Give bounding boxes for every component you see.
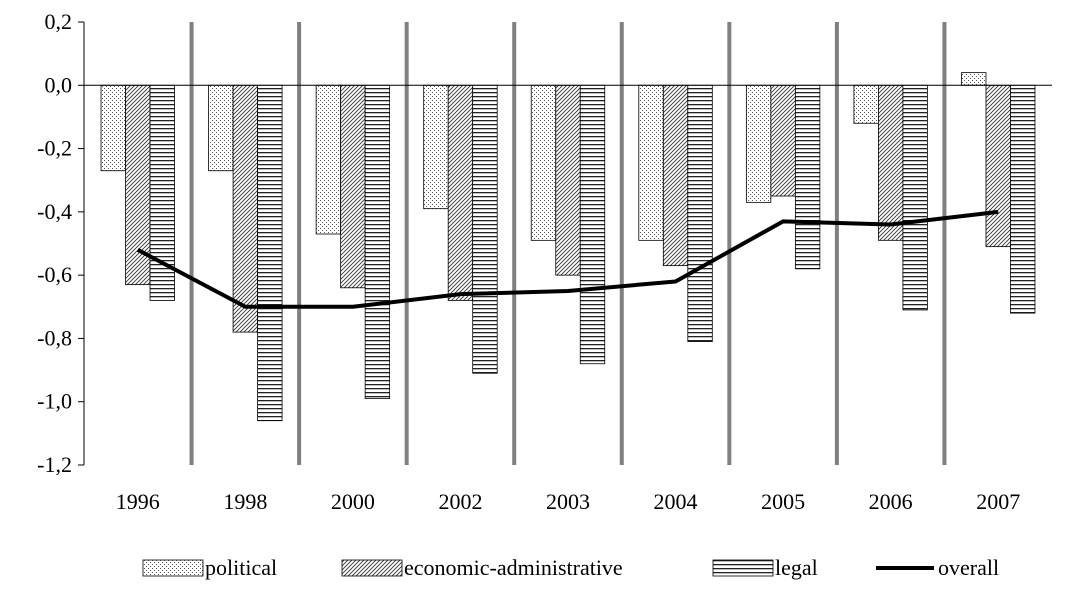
bar-economic-administrative-2004	[662, 84, 689, 267]
bar-economic-administrative-2003	[555, 84, 581, 276]
y-tick-label: -0,6	[37, 262, 72, 287]
y-tick-label: -0,8	[37, 325, 72, 350]
x-tick-label: 2003	[546, 489, 590, 514]
legend: political economic-administrative legal ove…	[142, 555, 999, 580]
bar-economic-administrative-2000	[340, 84, 366, 289]
bar-legal-2005	[794, 84, 821, 270]
bar-political-2004	[638, 84, 664, 241]
x-tick-label: 2007	[976, 489, 1020, 514]
y-tick-label: 0,0	[45, 72, 73, 97]
overall-line	[136, 209, 999, 309]
bar-political-2006	[853, 84, 879, 124]
legend-swatch-economic-administrative	[341, 559, 403, 577]
bars	[100, 72, 1036, 422]
bar-legal-2006	[902, 84, 928, 311]
legend-swatch-legal	[712, 559, 774, 577]
bar-economic-administrative-2006	[878, 84, 904, 241]
bar-political-1998	[208, 84, 234, 172]
series-line-overall	[136, 209, 999, 309]
y-tick-label: -1,0	[37, 389, 72, 414]
bar-economic-administrative-1998	[232, 84, 258, 333]
y-tick-label: 0,2	[45, 9, 73, 34]
legend-label-economic-administrative: economic-administrative	[404, 555, 623, 580]
y-tick-label: -0,4	[37, 199, 72, 224]
bar-political-2000	[315, 84, 342, 235]
bar-political-2003	[530, 84, 557, 241]
x-tick-label: 2005	[761, 489, 805, 514]
bar-legal-1998	[257, 84, 283, 422]
bar-economic-administrative-2002	[447, 84, 474, 301]
x-tick-label: 2006	[869, 489, 913, 514]
bar-political-1996	[100, 84, 126, 172]
bar-legal-2004	[687, 84, 713, 342]
bar-economic-administrative-2005	[770, 84, 796, 197]
bar-legal-2003	[579, 84, 606, 365]
tick-labels: 0,2 0,0 -0,2 -0,4 -0,6 -0,8 -1,0 -1,2 1996 1998 20…	[37, 9, 1020, 514]
legend-label-legal: legal	[775, 555, 818, 580]
bar-legal-1996	[149, 84, 175, 301]
x-tick-label: 2000	[331, 489, 375, 514]
bar-political-2005	[745, 84, 772, 203]
x-tick-label: 1998	[223, 489, 267, 514]
x-tick-label: 2004	[654, 489, 698, 514]
y-tick-label: -0,2	[37, 136, 72, 161]
bar-political-2002	[423, 84, 449, 210]
x-tick-label: 1996	[116, 489, 160, 514]
bar-economic-administrative-2007	[985, 84, 1011, 248]
legend-label-overall: overall	[938, 555, 999, 580]
separators	[189, 22, 947, 465]
x-tick-label: 2002	[438, 489, 482, 514]
legend-label-political: political	[205, 555, 277, 580]
bar-legal-2002	[472, 84, 498, 374]
legend-swatch-political	[142, 559, 204, 577]
bar-political-2007	[961, 72, 987, 86]
bar-legal-2000	[364, 84, 391, 399]
y-tick-label: -1,2	[37, 452, 72, 477]
bar-legal-2007	[1010, 84, 1036, 314]
axes	[78, 21, 1052, 466]
